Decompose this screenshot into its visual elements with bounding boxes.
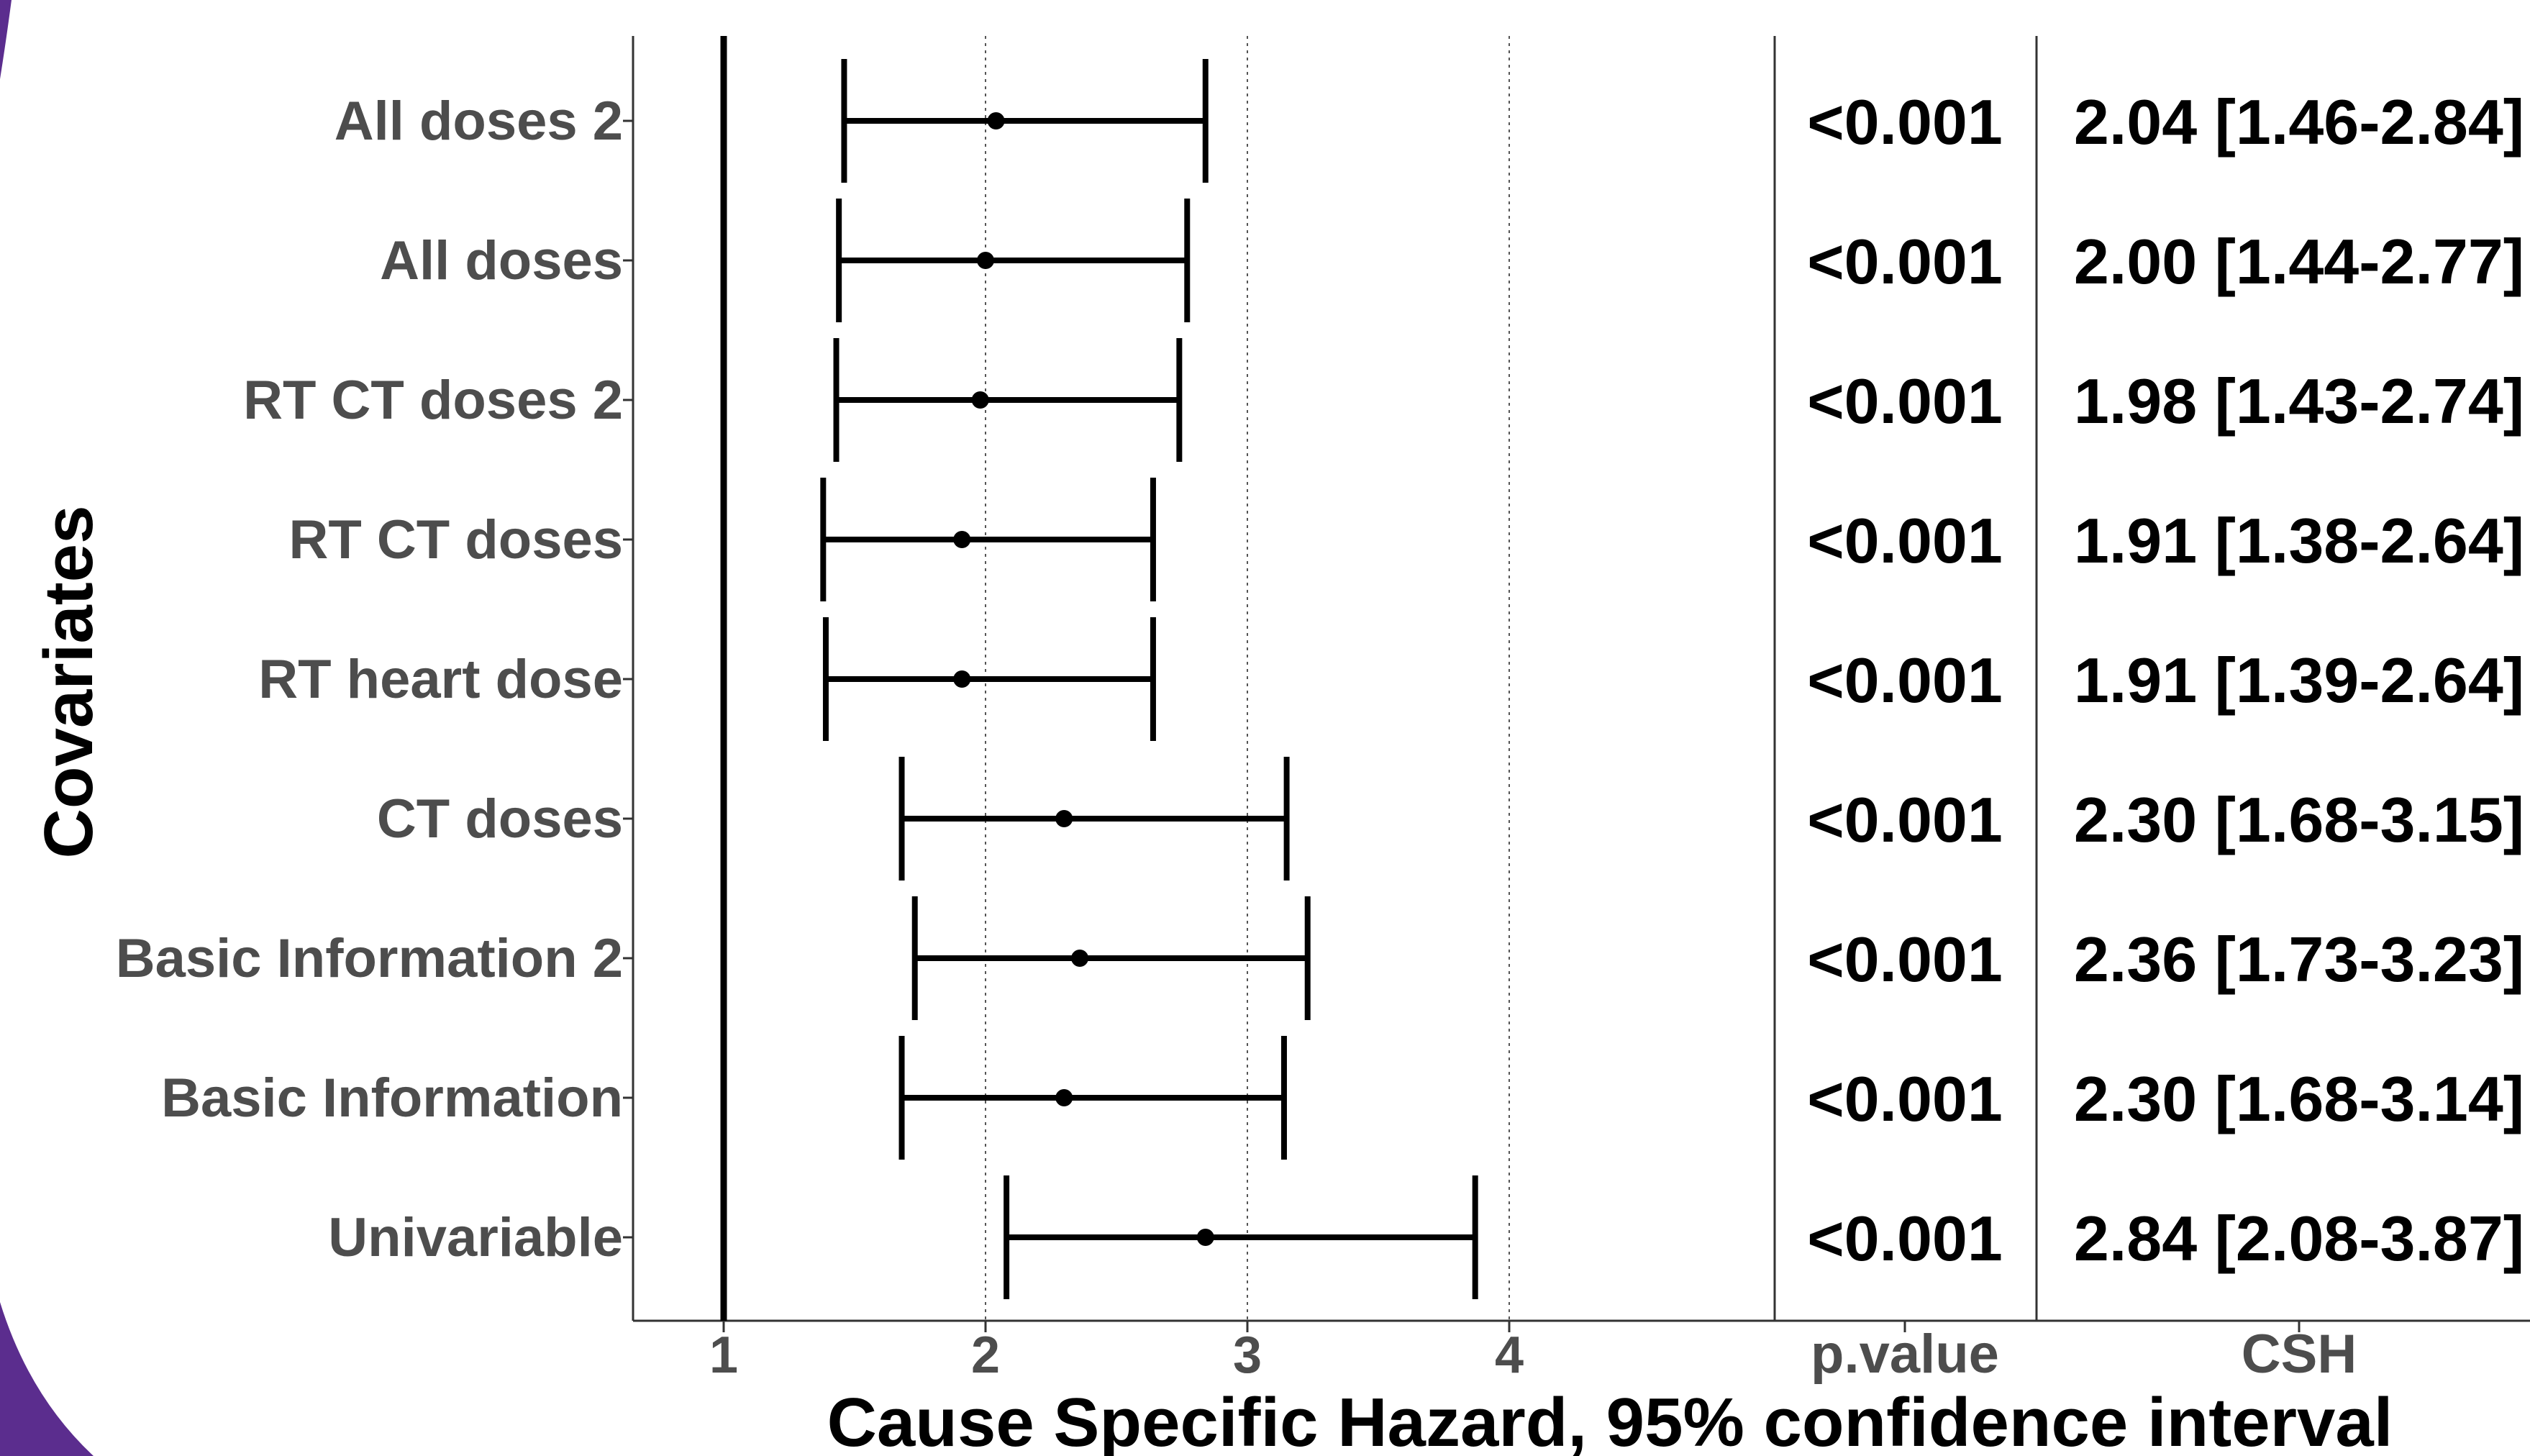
covariate-label: RT heart dose	[258, 649, 623, 710]
csh-column-header: CSH	[2242, 1324, 2357, 1385]
csh-cell: 1.91 [1.39-2.64]	[2074, 645, 2524, 716]
estimate-point	[987, 112, 1005, 129]
x-axis-title: Cause Specific Hazard, 95% confidence in…	[827, 1384, 2393, 1456]
pvalue-cell: <0.001	[1807, 226, 2003, 297]
covariate-labels: All doses 2 All doses RT CT doses 2 RT CT d…	[116, 91, 633, 1268]
pvalue-cell: <0.001	[1807, 1063, 2003, 1134]
forest-row	[911, 896, 1311, 1020]
pvalue-cell: <0.001	[1807, 365, 2003, 437]
csh-cell: 2.00 [1.44-2.77]	[2074, 226, 2524, 297]
pvalue-column: <0.001 <0.001 <0.001 <0.001 <0.001 <0.001 <0.0…	[1807, 86, 2003, 1274]
pvalue-cell: <0.001	[1807, 86, 2003, 158]
forest-row	[822, 617, 1156, 741]
csh-cell: 2.04 [1.46-2.84]	[2074, 86, 2524, 158]
estimate-point	[1055, 1089, 1073, 1106]
csh-cell: 1.98 [1.43-2.74]	[2074, 365, 2524, 437]
pvalue-cell: <0.001	[1807, 1203, 2003, 1274]
csh-cell: 1.91 [1.38-2.64]	[2074, 505, 2524, 576]
x-tick-label-1: 1	[709, 1327, 738, 1384]
covariate-label: Univariable	[328, 1207, 623, 1268]
covariate-label: RT CT doses	[289, 509, 624, 570]
pvalue-cell: <0.001	[1807, 645, 2003, 716]
csh-cell: 2.30 [1.68-3.15]	[2074, 784, 2524, 855]
forest-row	[1004, 1175, 1478, 1299]
y-axis-title: Covariates	[30, 506, 107, 859]
csh-cell: 2.36 [1.73-3.23]	[2074, 924, 2524, 995]
x-tick-label-2: 2	[971, 1327, 1000, 1384]
csh-column: 2.04 [1.46-2.84] 2.00 [1.44-2.77] 1.98 [1.…	[2074, 86, 2524, 1274]
pvalue-cell: <0.001	[1807, 784, 2003, 855]
forest-row	[836, 199, 1191, 322]
estimate-point	[971, 391, 989, 409]
covariate-label: All doses 2	[335, 91, 623, 152]
forest-row	[833, 338, 1183, 462]
covariate-label: All doses	[380, 230, 623, 291]
estimate-point	[953, 531, 971, 548]
pvalue-cell: <0.001	[1807, 505, 2003, 576]
x-tick-label-3: 3	[1233, 1327, 1262, 1384]
pvalue-column-header: p.value	[1811, 1324, 1999, 1385]
purple-arc-decoration	[0, 0, 94, 1456]
covariate-label: RT CT doses 2	[243, 370, 623, 431]
covariate-label: Basic Information	[161, 1068, 623, 1129]
csh-cell: 2.30 [1.68-3.14]	[2074, 1063, 2524, 1134]
forest-rows	[820, 59, 1478, 1299]
covariate-label: CT doses	[377, 788, 623, 850]
forest-row	[820, 478, 1156, 601]
covariate-label: Basic Information 2	[116, 928, 623, 989]
csh-cell: 2.84 [2.08-3.87]	[2074, 1203, 2524, 1274]
forest-row	[841, 59, 1209, 183]
estimate-point	[1071, 950, 1089, 967]
x-axis-ticks: 1 2 3 4	[709, 1321, 2301, 1384]
estimate-point	[1055, 810, 1073, 827]
decor-arc-bottom	[0, 1302, 94, 1456]
pvalue-cell: <0.001	[1807, 924, 2003, 995]
estimate-point	[953, 670, 971, 688]
estimate-point	[977, 252, 994, 269]
decor-arc-top	[0, 0, 12, 79]
forest-row	[898, 757, 1290, 881]
forest-row	[898, 1036, 1287, 1160]
x-tick-label-4: 4	[1495, 1327, 1524, 1384]
estimate-point	[1196, 1229, 1214, 1246]
